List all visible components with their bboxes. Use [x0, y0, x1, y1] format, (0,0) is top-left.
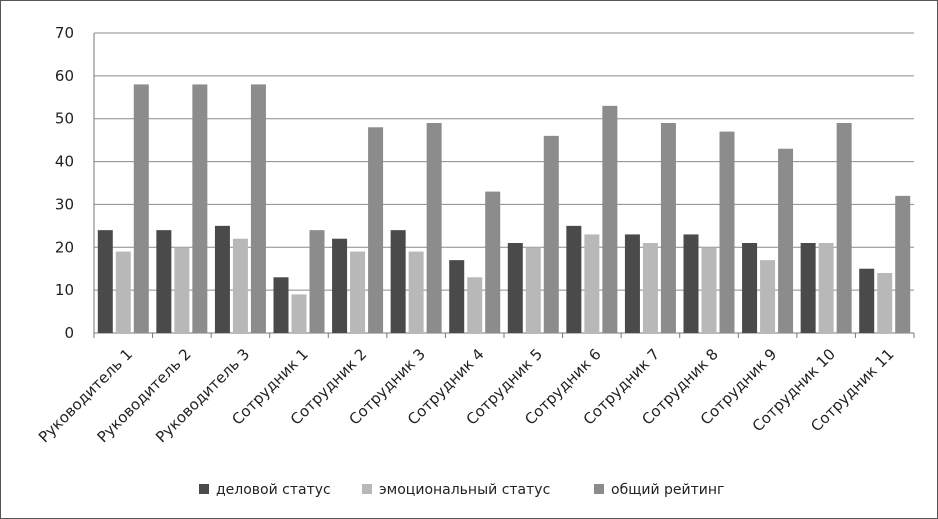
bar — [507, 243, 523, 333]
bar — [214, 225, 230, 333]
legend-label: эмоциональный статус — [379, 482, 550, 498]
bar — [485, 191, 501, 333]
bar — [174, 247, 190, 333]
bar — [232, 238, 248, 333]
bar — [449, 260, 465, 333]
bar — [273, 277, 289, 333]
bar — [309, 230, 325, 333]
bar — [350, 251, 366, 333]
bar — [543, 135, 559, 333]
y-tick-label: 10 — [55, 281, 74, 299]
bar — [624, 234, 640, 333]
grid-lines — [94, 32, 914, 334]
bar — [701, 247, 717, 333]
legend-swatch — [199, 484, 209, 494]
bar — [467, 277, 483, 333]
bar — [566, 225, 582, 333]
bar — [895, 195, 911, 333]
y-tick-label: 30 — [55, 195, 74, 213]
legend-label: деловой статус — [216, 482, 331, 498]
y-axis: 0 10 20 30 40 50 60 70 — [55, 24, 95, 342]
bar — [760, 260, 776, 333]
bar — [250, 84, 266, 333]
bar — [426, 123, 442, 333]
bar — [602, 105, 618, 333]
bar — [719, 131, 735, 333]
y-tick-label: 70 — [55, 24, 74, 42]
bars — [97, 84, 911, 334]
y-tick-label: 0 — [64, 324, 74, 342]
bar — [368, 127, 384, 334]
y-tick-label: 40 — [55, 153, 74, 171]
legend: деловой статус эмоциональный статус общий … — [199, 482, 724, 498]
bar — [291, 294, 307, 333]
y-tick-label: 20 — [55, 238, 74, 256]
bar — [408, 251, 424, 333]
bar — [156, 230, 172, 333]
bar — [192, 84, 208, 333]
bar — [778, 148, 794, 333]
bar — [800, 243, 816, 333]
bar — [525, 247, 541, 333]
bar — [390, 230, 406, 333]
bar — [660, 123, 676, 333]
legend-swatch — [594, 484, 604, 494]
bar — [97, 230, 113, 333]
bar — [642, 243, 658, 333]
bar — [683, 234, 699, 333]
bar — [133, 84, 149, 333]
legend-swatch — [362, 484, 372, 494]
y-tick-label: 60 — [55, 67, 74, 85]
y-tick-label: 50 — [55, 110, 74, 128]
bar — [836, 123, 852, 333]
bar — [115, 251, 131, 333]
bar — [584, 234, 600, 333]
bar — [859, 268, 875, 333]
bar — [332, 238, 348, 333]
bar — [742, 243, 758, 333]
bar — [877, 273, 893, 333]
bar — [818, 243, 834, 333]
legend-label: общий рейтинг — [611, 482, 724, 498]
